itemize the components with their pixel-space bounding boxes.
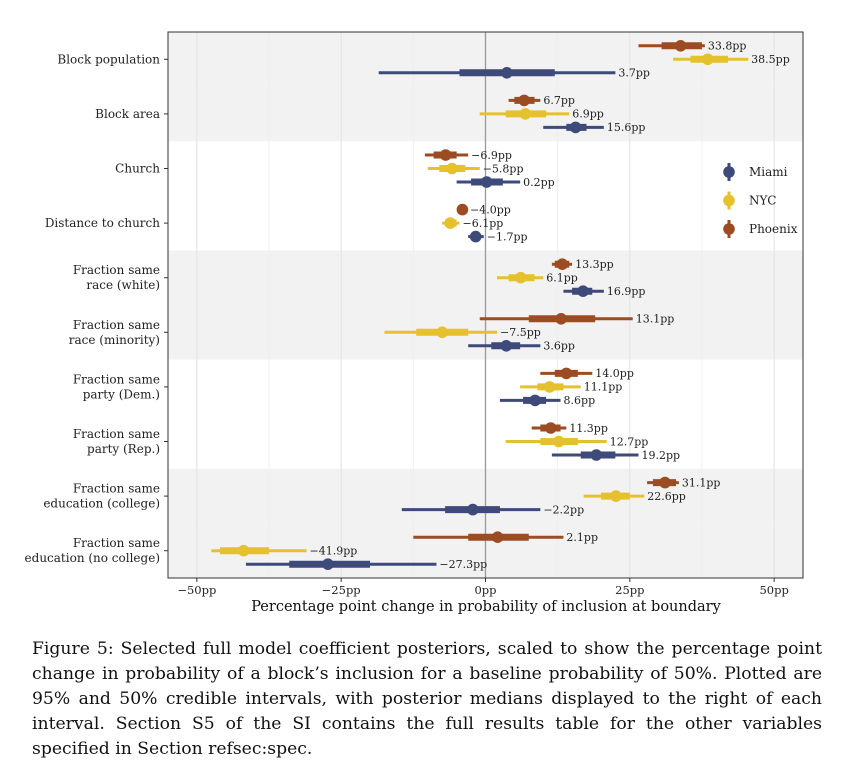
median-label: 14.0pp xyxy=(595,367,634,380)
median-point xyxy=(560,367,573,380)
legend-label: NYC xyxy=(749,194,776,208)
legend: Miami NYC Phoenix xyxy=(723,163,798,238)
median-label: 33.8pp xyxy=(708,40,747,53)
median-point xyxy=(674,40,687,52)
median-point xyxy=(237,544,250,557)
variable-label: Church xyxy=(115,162,160,176)
median-point xyxy=(467,503,479,516)
median-point xyxy=(514,271,527,284)
median-label: −27.3pp xyxy=(439,558,487,571)
median-point xyxy=(590,449,603,461)
variable-label: Block area xyxy=(95,107,160,121)
figure-caption: Figure 5: Selected full model coefficien… xyxy=(32,639,822,759)
variable-label: Fraction same race (minority) xyxy=(69,318,160,347)
median-label: 12.7pp xyxy=(610,435,649,448)
gridlines xyxy=(196,32,775,578)
median-point xyxy=(501,67,513,79)
legend-key-point xyxy=(723,166,735,178)
median-point xyxy=(469,230,482,243)
median-point xyxy=(569,121,582,134)
median-label: 22.6pp xyxy=(647,490,686,503)
median-point xyxy=(555,313,567,325)
median-point xyxy=(439,149,452,161)
median-label: 15.6pp xyxy=(607,121,646,134)
x-tick-label: −50pp xyxy=(177,583,216,597)
median-label: −7.5pp xyxy=(500,326,541,339)
median-point xyxy=(610,490,622,502)
median-point xyxy=(436,326,449,339)
median-label: 0.2pp xyxy=(523,176,555,189)
median-label: 6.9pp xyxy=(572,108,604,121)
median-point xyxy=(500,340,513,352)
median-point xyxy=(518,94,530,107)
median-label: 13.1pp xyxy=(636,313,675,326)
legend-key-point xyxy=(723,194,735,207)
x-axis-title: Percentage point change in probability o… xyxy=(251,599,721,615)
variable-label: Fraction same party (Rep.) xyxy=(73,427,160,456)
median-point xyxy=(491,531,504,543)
median-point xyxy=(519,108,532,120)
median-label: 11.1pp xyxy=(584,381,623,394)
median-point xyxy=(659,476,671,489)
x-tick-label: −25pp xyxy=(322,583,361,597)
median-label: 31.1pp xyxy=(682,476,721,489)
x-axis-ticks: −50pp −25pp 0pp 25pp 50pp xyxy=(177,578,789,597)
median-label: −6.1pp xyxy=(463,217,504,230)
median-label: −4.0pp xyxy=(470,203,511,216)
median-label: 3.6pp xyxy=(543,340,575,353)
median-label: −5.8pp xyxy=(483,162,524,175)
median-point xyxy=(480,176,493,188)
median-label: 8.6pp xyxy=(564,394,596,407)
median-label: 6.1pp xyxy=(546,272,578,285)
variable-label: Distance to church xyxy=(45,216,160,230)
median-label: 16.9pp xyxy=(607,285,646,298)
median-label: −41.9pp xyxy=(310,545,358,558)
median-point xyxy=(446,162,458,175)
variable-labels: Block population Block area Church Distance… xyxy=(25,52,168,565)
legend-key-point xyxy=(723,223,735,235)
median-label: 13.3pp xyxy=(575,258,614,271)
median-label: −1.7pp xyxy=(487,230,528,243)
median-point xyxy=(701,53,714,66)
median-label: 3.7pp xyxy=(618,67,650,80)
variable-label: Block population xyxy=(57,52,160,66)
variable-label: Fraction same education (college) xyxy=(43,482,160,511)
x-tick-label: 25pp xyxy=(615,583,644,597)
median-point xyxy=(456,203,469,216)
coefficient-chart: 33.8pp38.5pp3.7pp6.7pp6.9pp15.6pp−6.9pp−… xyxy=(25,31,804,615)
median-label: 2.1pp xyxy=(566,531,598,544)
median-label: 11.3pp xyxy=(569,422,608,435)
median-point xyxy=(543,381,556,393)
median-label: −2.2pp xyxy=(543,503,584,516)
median-label: −6.9pp xyxy=(471,149,512,162)
median-point xyxy=(544,422,557,434)
median-label: 6.7pp xyxy=(543,94,575,107)
x-tick-label: 0pp xyxy=(474,583,496,597)
median-point xyxy=(529,394,541,407)
median-point xyxy=(322,558,334,570)
median-point xyxy=(577,285,589,298)
variable-label: Fraction same party (Dem.) xyxy=(73,372,160,401)
median-label: 19.2pp xyxy=(641,449,680,462)
legend-label: Miami xyxy=(749,165,788,179)
median-point xyxy=(444,217,457,229)
x-tick-label: 50pp xyxy=(759,583,788,597)
variable-label: Fraction same education (no college) xyxy=(25,536,160,565)
median-point xyxy=(556,258,569,271)
variable-label: Fraction same race (white) xyxy=(73,263,160,292)
median-point xyxy=(553,435,565,448)
median-label: 38.5pp xyxy=(751,53,790,66)
interval-marks: 33.8pp38.5pp3.7pp6.7pp6.9pp15.6pp−6.9pp−… xyxy=(211,40,790,571)
legend-label: Phoenix xyxy=(749,222,798,236)
